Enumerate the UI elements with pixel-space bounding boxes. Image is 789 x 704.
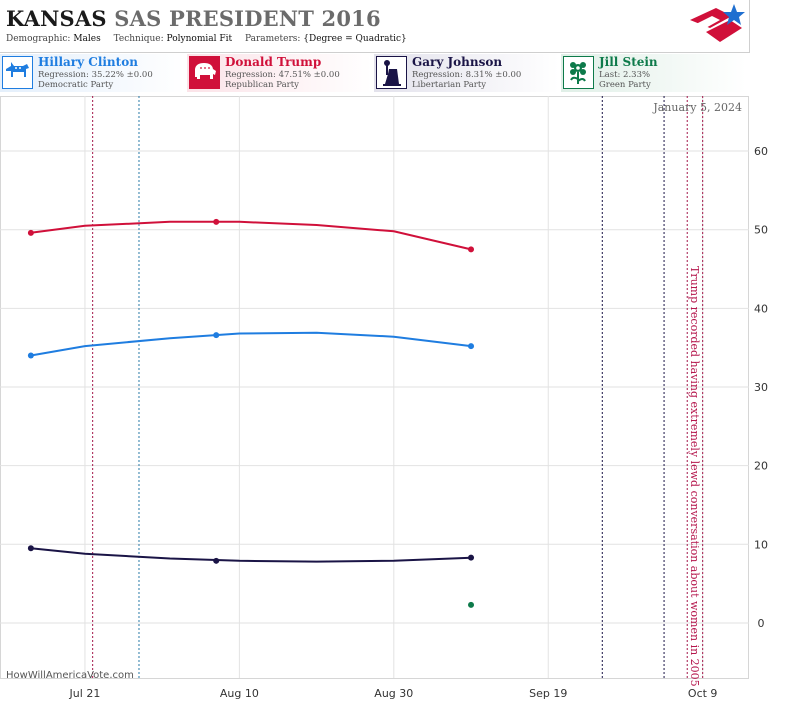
- candidate-legend: Hillary Clinton Regression: 35.22% ±0.00…: [0, 54, 749, 94]
- event-lines: [92, 96, 704, 678]
- legend-stein-party: Green Party: [599, 80, 651, 90]
- demographic-value: Males: [73, 34, 101, 44]
- title-state: KANSAS: [6, 6, 107, 31]
- y-axis-ticks: 0 10 20 30 40 50 60: [754, 145, 768, 630]
- series-line: [30, 220, 472, 251]
- liberty-torch-icon: [376, 56, 407, 89]
- chart-parameters: Demographic: Males Technique: Polynomial…: [6, 34, 417, 44]
- y-tick-label: 0: [758, 617, 765, 630]
- green-flower-icon: [563, 56, 594, 89]
- y-tick-label: 10: [754, 538, 768, 551]
- chart-date-label: January 5, 2024: [652, 101, 742, 114]
- data-point: [27, 229, 34, 236]
- data-point: [27, 545, 34, 552]
- x-tick-label: Aug 10: [220, 687, 259, 700]
- legend-stein-name: Jill Stein: [599, 55, 658, 69]
- technique-label: Technique:: [113, 34, 164, 44]
- x-axis-ticks: Jul 21 Aug 10 Aug 30 Sep 19 Oct 9: [69, 687, 718, 700]
- data-point: [213, 557, 220, 564]
- data-point: [213, 218, 220, 225]
- legend-johnson-name: Gary Johnson: [412, 55, 503, 69]
- chart-header: KANSAS SAS PRESIDENT 2016 Demographic: M…: [0, 0, 750, 53]
- page-title: KANSAS SAS PRESIDENT 2016: [6, 6, 381, 31]
- legend-trump-party: Republican Party: [225, 80, 299, 90]
- donkey-icon: [2, 56, 33, 89]
- series-line: [30, 547, 472, 563]
- demographic-label: Demographic:: [6, 34, 71, 44]
- x-tick-label: Oct 9: [688, 687, 718, 700]
- legend-clinton-name: Hillary Clinton: [38, 55, 138, 69]
- legend-trump[interactable]: Donald Trump Regression: 47.51% ±0.00 Re…: [187, 54, 372, 92]
- legend-clinton[interactable]: Hillary Clinton Regression: 35.22% ±0.00…: [0, 54, 185, 92]
- data-point: [468, 246, 475, 253]
- y-tick-label: 60: [754, 145, 768, 158]
- elephant-icon: [189, 56, 220, 89]
- event-annotation: Trump recorded having extremely lewd con…: [688, 266, 701, 687]
- grid-lines: [0, 96, 749, 679]
- legend-trump-name: Donald Trump: [225, 55, 322, 69]
- legend-stein[interactable]: Jill Stein Last: 2.33% Green Party: [561, 54, 746, 92]
- data-point: [468, 554, 475, 561]
- y-tick-label: 20: [754, 460, 768, 473]
- poll-chart: 0 10 20 30 40 50 60 Jul 21 Aug 10 Aug 30 Sep 19 Oc…: [0, 96, 768, 700]
- data-point: [468, 343, 475, 350]
- parameters-label: Parameters:: [244, 34, 301, 44]
- legend-johnson[interactable]: Gary Johnson Regression: 8.31% ±0.00 Lib…: [374, 54, 559, 92]
- data-point: [27, 352, 34, 359]
- y-tick-label: 30: [754, 381, 768, 394]
- data-point: [468, 601, 475, 608]
- parameters-value: {Degree = Quadratic}: [303, 34, 407, 44]
- x-tick-label: Aug 30: [374, 687, 413, 700]
- title-rest: SAS PRESIDENT 2016: [114, 6, 381, 31]
- x-tick-label: Sep 19: [529, 687, 567, 700]
- site-credit: HowWillAmericaVote.com: [6, 670, 134, 681]
- legend-clinton-party: Democratic Party: [38, 80, 114, 90]
- x-tick-label: Jul 21: [69, 687, 101, 700]
- data-point: [213, 332, 220, 339]
- y-tick-label: 50: [754, 224, 768, 237]
- legend-johnson-stat: Regression: 8.31% ±0.00: [412, 70, 522, 80]
- legend-stein-stat: Last: 2.33%: [599, 70, 651, 80]
- series-line: [30, 331, 472, 357]
- y-tick-label: 40: [754, 302, 768, 315]
- legend-trump-stat: Regression: 47.51% ±0.00: [225, 70, 340, 80]
- site-logo-icon: [690, 4, 745, 42]
- technique-value: Polynomial Fit: [166, 34, 233, 44]
- legend-clinton-stat: Regression: 35.22% ±0.00: [38, 70, 153, 80]
- series-group: [27, 218, 475, 608]
- legend-johnson-party: Libertarian Party: [412, 80, 487, 90]
